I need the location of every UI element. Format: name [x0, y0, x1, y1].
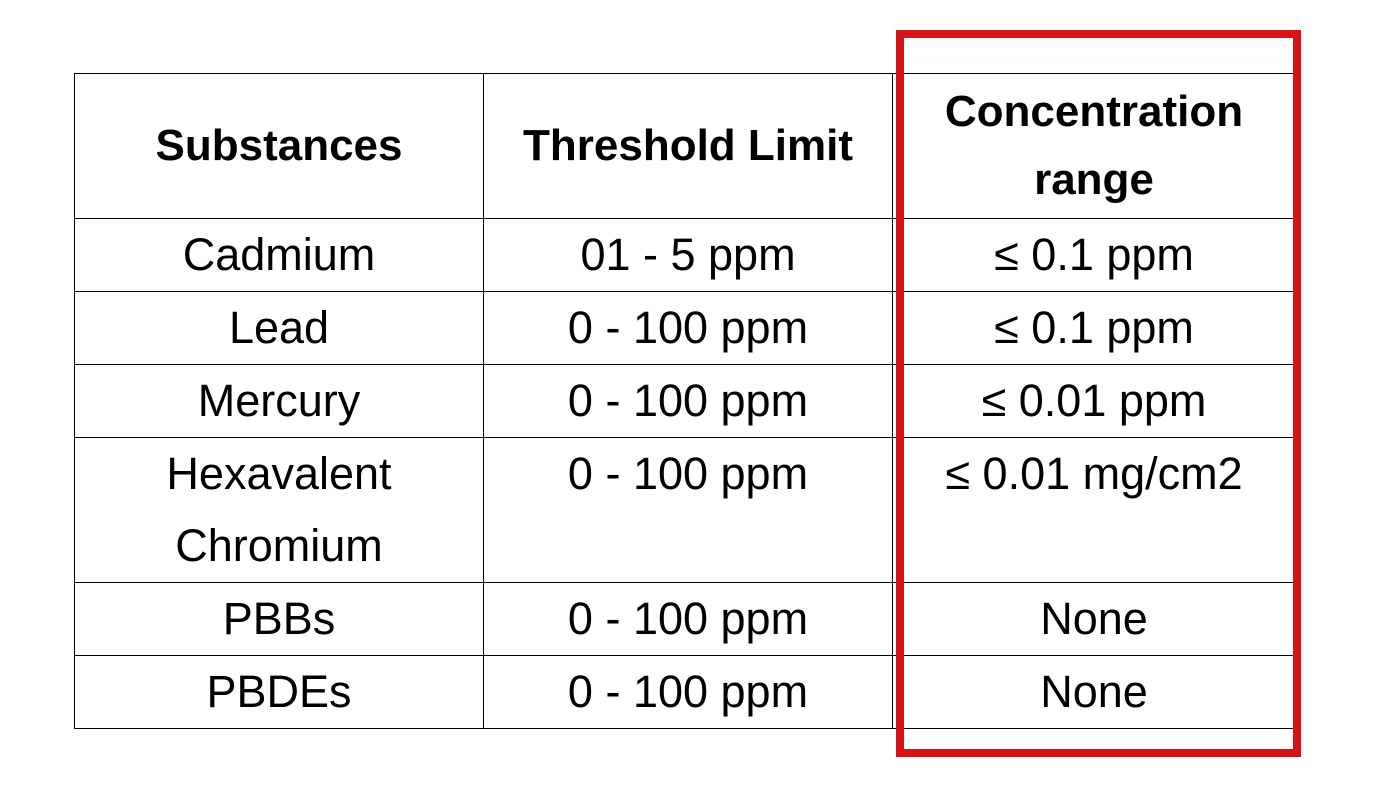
table-cell: 0 - 100 ppm: [483, 655, 893, 729]
table-row: Cadmium 01 - 5 ppm ≤ 0.1 ppm: [74, 218, 1296, 292]
table-row: PBBs 0 - 100 ppm None: [74, 582, 1296, 656]
table-cell: Mercury: [74, 364, 484, 438]
table-cell: ≤ 0.01 ppm: [892, 364, 1296, 438]
table-cell: Hexavalent Chromium: [74, 437, 484, 583]
table-cell: Lead: [74, 291, 484, 365]
table-cell: None: [892, 655, 1296, 729]
table-cell: 0 - 100 ppm: [483, 437, 893, 583]
table-header: Substances Threshold Limit Concentration r…: [74, 73, 1296, 219]
table-cell: PBDEs: [74, 655, 484, 729]
table-cell: ≤ 0.1 ppm: [892, 291, 1296, 365]
table-row: Hexavalent Chromium 0 - 100 ppm ≤ 0.01 mg/…: [74, 437, 1296, 583]
table-cell: 01 - 5 ppm: [483, 218, 893, 292]
table-row: Mercury 0 - 100 ppm ≤ 0.01 ppm: [74, 364, 1296, 438]
substances-table: Substances Threshold Limit Concentration r…: [74, 73, 1296, 729]
header-cell: Threshold Limit: [483, 73, 893, 219]
header-row: Substances Threshold Limit Concentration r…: [74, 73, 1296, 219]
table-row: PBDEs 0 - 100 ppm None: [74, 655, 1296, 729]
table-cell: None: [892, 582, 1296, 656]
table-row: Lead 0 - 100 ppm ≤ 0.1 ppm: [74, 291, 1296, 365]
table-cell: PBBs: [74, 582, 484, 656]
header-cell: Concentration range: [892, 73, 1296, 219]
table-cell: 0 - 100 ppm: [483, 582, 893, 656]
table-cell: ≤ 0.1 ppm: [892, 218, 1296, 292]
header-cell: Substances: [74, 73, 484, 219]
table-cell: 0 - 100 ppm: [483, 291, 893, 365]
table-cell: ≤ 0.01 mg/cm2: [892, 437, 1296, 583]
table-body: Cadmium 01 - 5 ppm ≤ 0.1 ppm Lead 0 - 100 pp…: [74, 218, 1296, 729]
table-cell: Cadmium: [74, 218, 484, 292]
table-cell: 0 - 100 ppm: [483, 364, 893, 438]
